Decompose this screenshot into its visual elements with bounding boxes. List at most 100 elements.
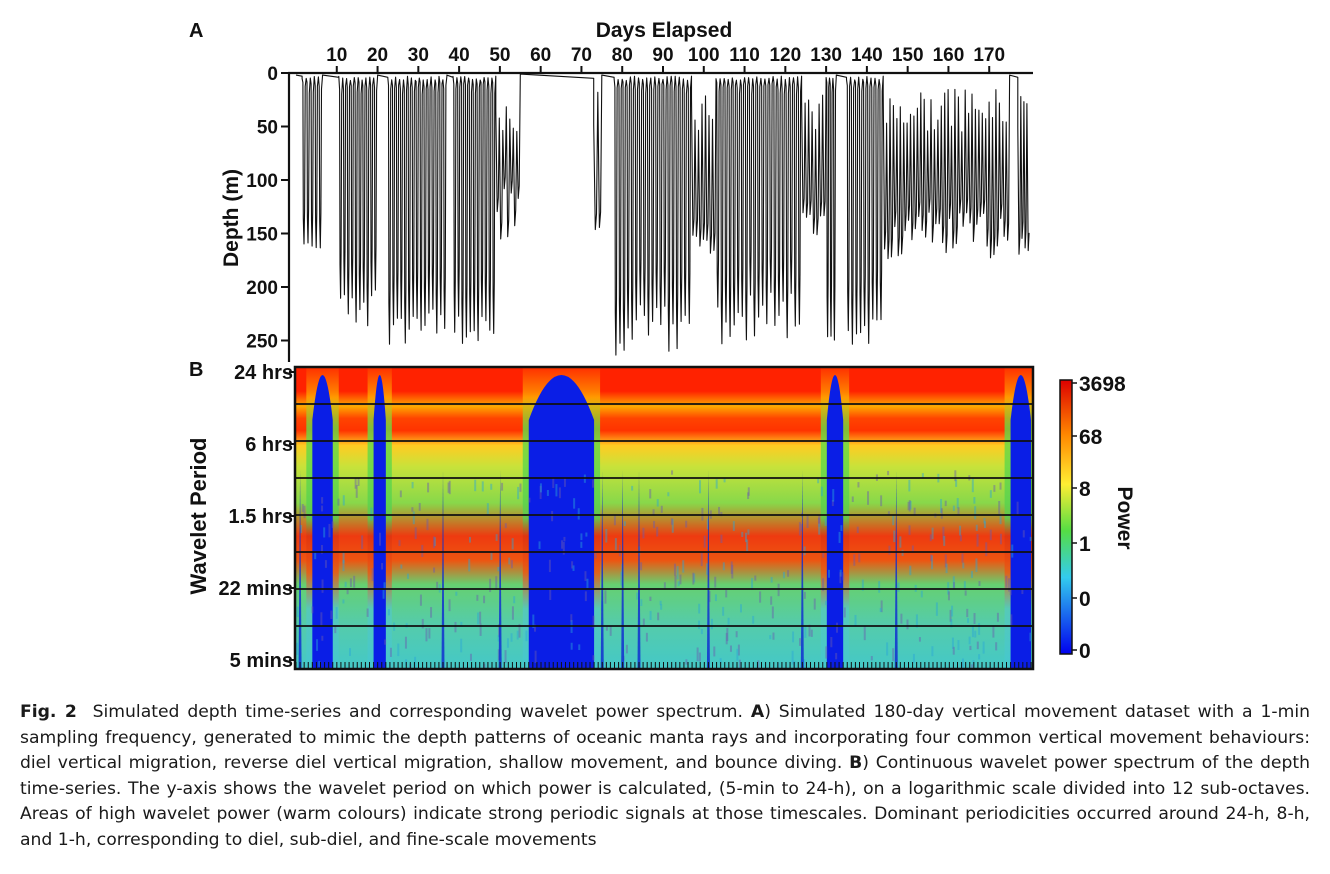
heatmap-texture-dot xyxy=(679,574,682,585)
heatmap-texture-dot xyxy=(825,646,828,659)
heatmap-texture-dot xyxy=(592,615,595,629)
heatmap-texture-dot xyxy=(411,481,414,489)
heatmap-texture-dot xyxy=(792,631,795,643)
colorbar-tick-label: 0 xyxy=(1079,588,1091,611)
heatmap-texture-dot xyxy=(517,486,520,500)
heatmap-texture-dot xyxy=(943,535,946,546)
heatmap-texture-dot xyxy=(947,591,950,601)
heatmap-texture-dot xyxy=(906,619,909,630)
heatmap-texture-dot xyxy=(772,632,775,640)
heatmap-texture-dot xyxy=(330,610,333,620)
figure-caption: Fig. 2 Simulated depth time-series and c… xyxy=(20,700,1310,853)
heatmap-texture-dot xyxy=(832,489,835,502)
heatmap-texture-dot xyxy=(930,554,933,562)
heatmap-texture-dot xyxy=(835,652,838,660)
heatmap-streak xyxy=(298,470,302,669)
heatmap-texture-dot xyxy=(870,655,873,661)
depth-x-tick-label: 80 xyxy=(612,45,633,66)
panel-a-letter: A xyxy=(189,20,203,42)
heatmap-texture-dot xyxy=(383,582,386,589)
heatmap-texture-dot xyxy=(323,527,326,538)
heatmap-texture-dot xyxy=(404,636,407,649)
heatmap-texture-dot xyxy=(418,502,421,511)
heatmap-texture-dot xyxy=(525,630,528,642)
heatmap-streak xyxy=(441,470,445,669)
heatmap-texture-dot xyxy=(481,481,484,492)
depth-x-tick-label: 20 xyxy=(367,45,388,66)
heatmap-texture-dot xyxy=(1029,632,1032,642)
heatmap-texture-dot xyxy=(430,607,433,618)
heatmap-texture-dot xyxy=(912,653,915,663)
heatmap-texture-dot xyxy=(682,560,685,573)
heatmap-texture-dot xyxy=(982,641,985,654)
heatmap-texture-dot xyxy=(893,530,896,543)
heatmap-texture-dot xyxy=(856,526,859,534)
heatmap-texture-dot xyxy=(861,579,864,591)
heatmap-texture-dot xyxy=(722,606,725,616)
heatmap-texture-dot xyxy=(703,535,706,548)
heatmap-texture-dot xyxy=(973,613,976,625)
heatmap-texture-dot xyxy=(777,662,780,669)
heatmap-texture-dot xyxy=(433,536,436,549)
heatmap-texture-dot xyxy=(324,560,327,568)
heatmap-streak xyxy=(637,470,641,669)
heatmap-texture-dot xyxy=(1009,588,1012,596)
heatmap-texture-dot xyxy=(909,500,912,510)
heatmap-texture-dot xyxy=(428,628,431,639)
heatmap-texture-dot xyxy=(677,581,680,587)
heatmap-texture-dot xyxy=(1008,578,1011,592)
heatmap-texture-dot xyxy=(963,581,966,590)
heatmap-texture-dot xyxy=(1022,530,1025,538)
heatmap-texture-dot xyxy=(908,479,911,492)
heatmap-texture-dot xyxy=(714,594,717,602)
heatmap-texture-dot xyxy=(660,505,663,513)
heatmap-texture-dot xyxy=(571,561,574,569)
heatmap-texture-dot xyxy=(693,573,696,583)
heatmap-texture-dot xyxy=(791,650,794,665)
depth-y-tick-label: 200 xyxy=(246,278,278,299)
heatmap-streak xyxy=(894,470,898,669)
depth-x-tick-label: 40 xyxy=(449,45,470,66)
heatmap-texture-dot xyxy=(676,566,679,580)
heatmap-texture-dot xyxy=(975,558,978,573)
heatmap-texture-dot xyxy=(349,648,352,656)
heatmap-texture-dot xyxy=(504,650,507,663)
heatmap-texture-dot xyxy=(584,571,587,581)
heatmap-texture-dot xyxy=(956,498,959,509)
heatmap-texture-dot xyxy=(973,497,976,504)
heatmap-texture-dot xyxy=(572,565,575,571)
heatmap-texture-dot xyxy=(700,628,703,635)
heatmap-texture-dot xyxy=(321,497,324,504)
heatmap-texture-dot xyxy=(659,600,662,606)
heatmap-texture-dot xyxy=(854,614,857,627)
heatmap-texture-dot xyxy=(732,521,735,531)
heatmap-texture-dot xyxy=(495,576,498,590)
heatmap-texture-dot xyxy=(950,619,953,628)
heatmap-texture-dot xyxy=(731,564,734,579)
heatmap-texture-dot xyxy=(604,590,607,604)
heatmap-texture-dot xyxy=(448,599,451,612)
heatmap-texture-dot xyxy=(953,582,956,589)
heatmap-texture-dot xyxy=(625,644,628,654)
heatmap-texture-dot xyxy=(534,650,537,663)
heatmap-texture-dot xyxy=(949,609,952,622)
heatmap-texture-dot xyxy=(518,623,521,638)
heatmap-texture-dot xyxy=(725,632,728,645)
heatmap-texture-dot xyxy=(770,577,773,583)
heatmap-texture-dot xyxy=(436,581,439,589)
heatmap-y-tick-label: 1.5 hrs xyxy=(229,506,293,528)
heatmap-texture-dot xyxy=(754,575,757,581)
heatmap-texture-dot xyxy=(508,557,511,565)
heatmap-texture-dot xyxy=(460,638,463,653)
heatmap-texture-dot xyxy=(971,625,974,638)
heatmap-texture-dot xyxy=(787,570,790,577)
heatmap-texture-dot xyxy=(685,659,688,665)
heatmap-texture-dot xyxy=(398,540,401,547)
heatmap-texture-dot xyxy=(851,496,854,502)
heatmap-texture-dot xyxy=(713,646,716,657)
heatmap-low-power-cone xyxy=(373,375,386,669)
heatmap-texture-dot xyxy=(558,487,561,499)
heatmap-texture-dot xyxy=(419,594,422,606)
heatmap-texture-dot xyxy=(584,591,587,602)
heatmap-texture-dot xyxy=(858,553,861,563)
